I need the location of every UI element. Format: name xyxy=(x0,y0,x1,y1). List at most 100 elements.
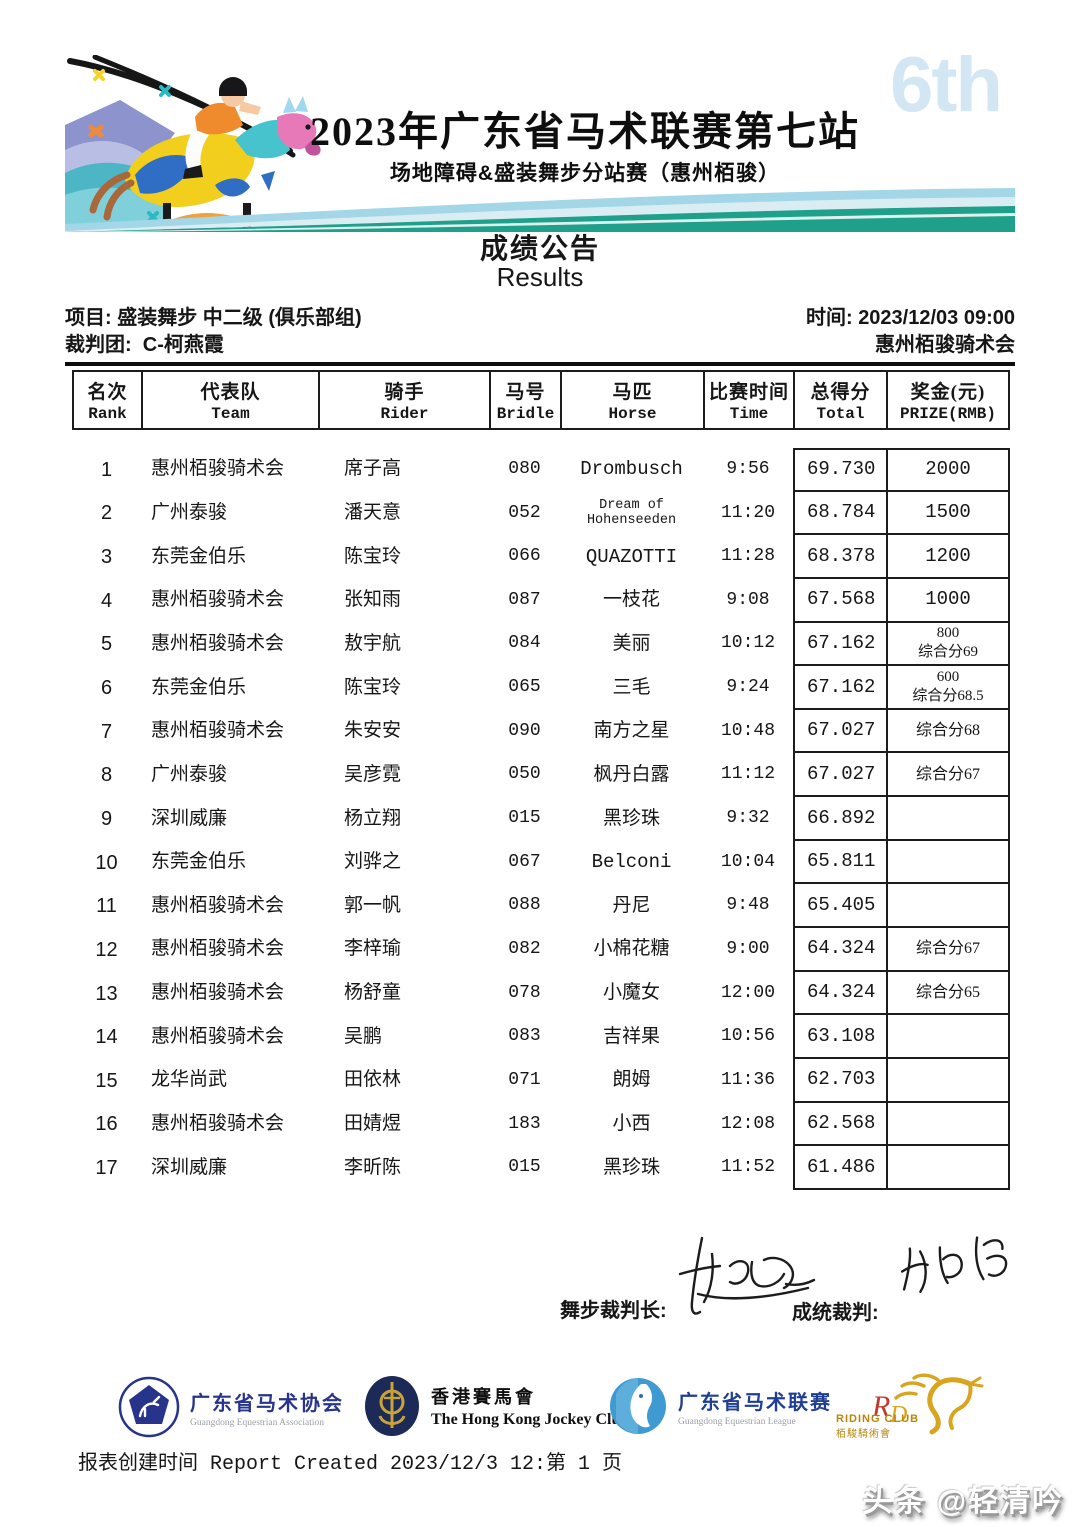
footer: 广东省马术协会 Guangdong Equestrian Association… xyxy=(0,1368,1080,1452)
cell-prize xyxy=(886,1146,1010,1190)
cell-prize: 1200 xyxy=(886,535,1010,579)
cell-time: 9:56 xyxy=(726,458,770,479)
cell-horse: 小魔女 xyxy=(602,982,660,1005)
cell-prize xyxy=(886,840,1010,885)
cell-total: 65.405 xyxy=(793,884,886,929)
table-row: 16 惠州栢骏骑术会 田婧煜 183 小西 12:08 62.568 xyxy=(72,1102,1010,1147)
cell-time: 9:08 xyxy=(726,589,770,610)
cell-bridle: 082 xyxy=(508,938,541,959)
table-row: 11 惠州栢骏骑术会 郭一帆 088 丹尼 9:48 65.405 xyxy=(72,884,1010,929)
signature-area: 舞步裁判长: 成统裁判: xyxy=(560,1232,1020,1324)
cell-total: 65.811 xyxy=(793,840,886,885)
cell-bridle: 065 xyxy=(508,677,541,698)
cell-horse: Dream of Hohenseeden xyxy=(586,497,677,529)
cell-total: 69.730 xyxy=(793,448,886,492)
cell-total: 68.784 xyxy=(793,491,886,536)
cell-time: 10:12 xyxy=(720,633,775,654)
logo-riding-club: R D RIDING CLUB 栢駿騎術會 xyxy=(820,1370,990,1442)
cell-prize xyxy=(886,1058,1010,1103)
cell-horse: 南方之星 xyxy=(593,720,670,743)
cell-bridle: 090 xyxy=(508,720,541,741)
table-row: 13 惠州栢骏骑术会 杨舒童 078 小魔女 12:00 64.324 综合分6… xyxy=(72,971,1010,1016)
cell-rank: 7 xyxy=(100,720,113,743)
judges-value: C-柯燕霞 xyxy=(142,334,224,356)
cell-prize xyxy=(886,884,1010,929)
cell-rank: 15 xyxy=(95,1069,118,1092)
cell-rank: 13 xyxy=(95,982,118,1005)
cell-bridle: 088 xyxy=(508,895,541,916)
toutiao-watermark: 头条 @轻清吟 xyxy=(862,1485,1064,1518)
cell-horse: 朗姆 xyxy=(612,1069,651,1092)
cell-time: 9:24 xyxy=(726,677,770,698)
cell-rank: 6 xyxy=(100,677,113,700)
cell-bridle: 083 xyxy=(508,1026,541,1047)
cell-rider: 朱安安 xyxy=(344,720,402,742)
logo-guangdong-equestrian-association: 广东省马术协会 Guangdong Equestrian Association xyxy=(118,1376,344,1438)
header-team: 代表队 Team xyxy=(141,370,318,430)
table-row: 8 广州泰骏 吴彦霓 050 枫丹白露 11:12 67.027 综合分67 xyxy=(72,753,1010,798)
dressage-judge-signature xyxy=(678,1236,816,1315)
cell-total: 68.378 xyxy=(793,535,886,579)
cell-horse: 一枝花 xyxy=(602,589,660,612)
cell-horse: 黑珍珠 xyxy=(602,807,660,830)
cell-rank: 10 xyxy=(95,851,118,874)
cell-time: 11:20 xyxy=(720,502,775,523)
cell-total: 62.568 xyxy=(793,1102,886,1147)
table-row: 1 惠州栢骏骑术会 席子高 080 Drombusch 9:56 69.730 … xyxy=(72,448,1010,492)
cell-time: 10:48 xyxy=(720,720,775,741)
cell-time: 12:08 xyxy=(720,1113,775,1134)
table-row: 3 东莞金伯乐 陈宝玲 066 QUAZOTTI 11:28 68.378 12… xyxy=(72,535,1010,579)
cell-prize: 综合分67 xyxy=(886,928,1010,972)
table-row: 17 深圳威廉 李昕陈 015 黑珍珠 11:52 61.486 xyxy=(72,1146,1010,1190)
gea-horse-logo-icon xyxy=(118,1376,180,1438)
cell-bridle: 050 xyxy=(508,764,541,785)
cell-time: 9:48 xyxy=(726,895,770,916)
equestrian-jump-illustration xyxy=(65,55,321,232)
cell-team: 东莞金伯乐 xyxy=(151,851,247,873)
cell-rank: 4 xyxy=(100,589,113,612)
cell-team: 广州泰骏 xyxy=(151,763,228,785)
cell-team: 惠州栢骏骑术会 xyxy=(151,938,285,960)
gel-horse-head-logo-icon xyxy=(610,1378,666,1434)
cell-time: 9:00 xyxy=(726,938,770,959)
cell-rider: 陈宝玲 xyxy=(344,545,402,567)
table-row: 12 惠州栢骏骑术会 李梓瑜 082 小棉花糖 9:00 64.324 综合分6… xyxy=(72,928,1010,972)
header-total: 总得分 Total xyxy=(793,370,886,430)
table-header-row: 名次 Rank 代表队 Team 骑手 Rider 马号 Bridle 马匹 Horse … xyxy=(72,370,1010,430)
judges-field: 裁判团: C-柯燕霞 xyxy=(65,328,224,357)
cell-team: 深圳威廉 xyxy=(151,807,228,829)
cell-rider: 吴鹏 xyxy=(344,1025,383,1047)
cell-prize: 800 综合分69 xyxy=(886,622,1010,667)
cell-prize xyxy=(886,1015,1010,1059)
table-row: 2 广州泰骏 潘天意 052 Dream of Hohenseeden 11:2… xyxy=(72,491,1010,536)
cell-bridle: 080 xyxy=(508,458,541,479)
cell-rider: 田依林 xyxy=(344,1069,402,1091)
cell-team: 惠州栢骏骑术会 xyxy=(151,982,285,1004)
club-name: 惠州栢骏骑术会 xyxy=(875,334,1015,356)
cell-team: 惠州栢骏骑术会 xyxy=(151,458,285,480)
riding-club-text: RIDING CLUB 栢駿騎術會 xyxy=(836,1413,920,1440)
cell-rider: 潘天意 xyxy=(344,502,402,524)
cell-total: 62.703 xyxy=(793,1058,886,1103)
cell-rank: 12 xyxy=(95,938,118,961)
cell-time: 10:56 xyxy=(720,1026,775,1047)
eventing-judge-signature xyxy=(900,1236,1008,1293)
cell-team: 惠州栢骏骑术会 xyxy=(151,589,285,611)
cell-prize: 2000 xyxy=(886,448,1010,492)
cell-rank: 16 xyxy=(95,1113,118,1136)
cell-time: 12:00 xyxy=(720,982,775,1003)
cell-total: 63.108 xyxy=(793,1015,886,1059)
cell-bridle: 071 xyxy=(508,1069,541,1090)
cell-horse: Belconi xyxy=(591,851,672,874)
table-row: 15 龙华尚武 田依林 071 朗姆 11:36 62.703 xyxy=(72,1058,1010,1103)
cell-bridle: 078 xyxy=(508,982,541,1003)
cell-rank: 17 xyxy=(95,1157,118,1180)
table-row: 6 东莞金伯乐 陈宝玲 065 三毛 9:24 67.162 600 综合分68… xyxy=(72,666,1010,710)
dressage-judge-label: 舞步裁判长: xyxy=(560,1300,667,1322)
judges-label: 裁判团: xyxy=(65,334,132,356)
cell-prize: 1000 xyxy=(886,578,1010,623)
page-title: 成绩公告 xyxy=(479,233,600,264)
svg-text:R: R xyxy=(871,1390,890,1423)
cell-horse: 小西 xyxy=(612,1112,651,1135)
